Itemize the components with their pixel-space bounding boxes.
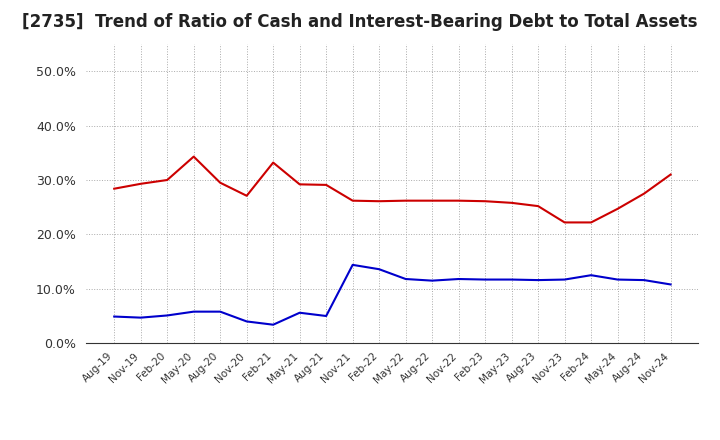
- Line: Cash: Cash: [114, 157, 670, 223]
- Interest-Bearing Debt: [322, 313, 330, 319]
- Interest-Bearing Debt: [481, 277, 490, 282]
- Interest-Bearing Debt: [534, 278, 542, 283]
- Cash: [348, 198, 357, 203]
- Cash: [163, 177, 171, 183]
- Cash: [587, 220, 595, 225]
- Cash: [269, 160, 277, 165]
- Cash: [401, 198, 410, 203]
- Cash: [560, 220, 569, 225]
- Interest-Bearing Debt: [508, 277, 516, 282]
- Cash: [136, 181, 145, 187]
- Text: [2735]  Trend of Ratio of Cash and Interest-Bearing Debt to Total Assets: [2735] Trend of Ratio of Cash and Intere…: [22, 13, 698, 31]
- Cash: [640, 191, 649, 196]
- Cash: [295, 182, 304, 187]
- Cash: [189, 154, 198, 159]
- Cash: [481, 198, 490, 204]
- Cash: [613, 206, 622, 212]
- Line: Interest-Bearing Debt: Interest-Bearing Debt: [114, 265, 670, 325]
- Cash: [666, 172, 675, 177]
- Cash: [534, 203, 542, 209]
- Interest-Bearing Debt: [163, 313, 171, 318]
- Interest-Bearing Debt: [269, 322, 277, 327]
- Interest-Bearing Debt: [295, 310, 304, 315]
- Cash: [454, 198, 463, 203]
- Interest-Bearing Debt: [375, 267, 384, 272]
- Interest-Bearing Debt: [348, 262, 357, 268]
- Cash: [216, 180, 225, 185]
- Interest-Bearing Debt: [560, 277, 569, 282]
- Interest-Bearing Debt: [454, 276, 463, 282]
- Cash: [428, 198, 436, 203]
- Cash: [110, 186, 119, 191]
- Interest-Bearing Debt: [243, 319, 251, 324]
- Interest-Bearing Debt: [428, 278, 436, 283]
- Cash: [243, 193, 251, 198]
- Interest-Bearing Debt: [666, 282, 675, 287]
- Interest-Bearing Debt: [640, 278, 649, 283]
- Interest-Bearing Debt: [216, 309, 225, 314]
- Interest-Bearing Debt: [401, 276, 410, 282]
- Interest-Bearing Debt: [189, 309, 198, 314]
- Interest-Bearing Debt: [110, 314, 119, 319]
- Cash: [375, 198, 384, 204]
- Interest-Bearing Debt: [136, 315, 145, 320]
- Cash: [508, 200, 516, 205]
- Interest-Bearing Debt: [587, 272, 595, 278]
- Interest-Bearing Debt: [613, 277, 622, 282]
- Cash: [322, 182, 330, 187]
